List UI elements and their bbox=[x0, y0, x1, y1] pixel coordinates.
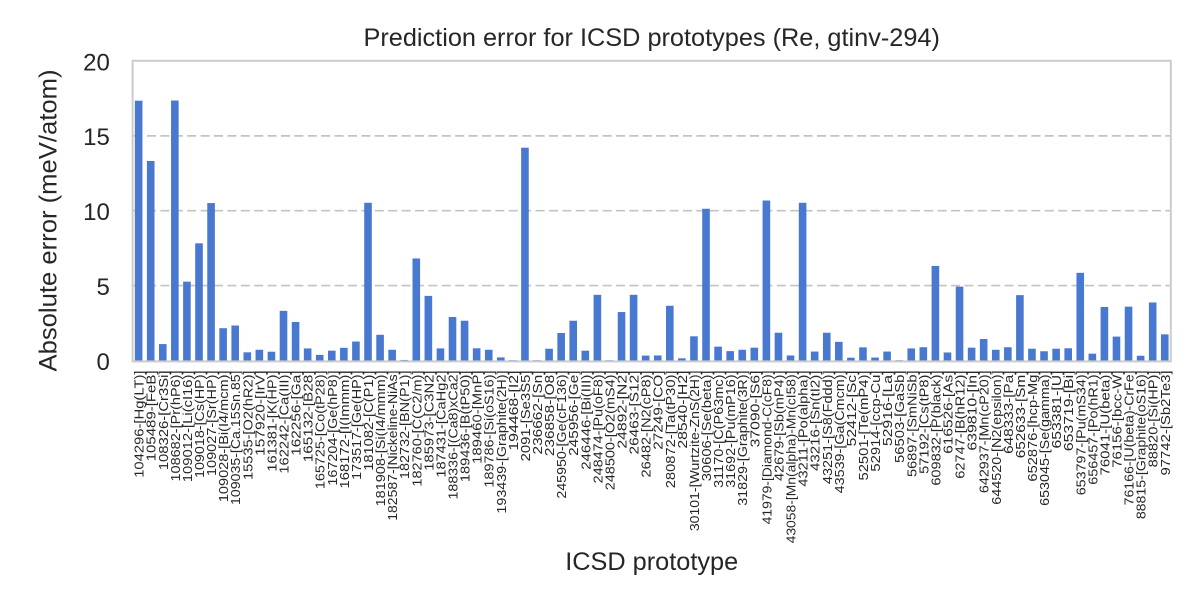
svg-text:616526-[As]: 616526-[As] bbox=[940, 371, 955, 454]
svg-text:104296-[Hg(LT)]: 104296-[Hg(LT)] bbox=[132, 371, 147, 478]
svg-text:109035-[Ca.15Sn.85]: 109035-[Ca.15Sn.85] bbox=[228, 371, 243, 506]
svg-text:31829-[Graphite(3R)]: 31829-[Graphite(3R)] bbox=[735, 371, 750, 506]
svg-text:653381-[U]: 653381-[U] bbox=[1049, 371, 1064, 449]
svg-text:30101-[Wurtzite-ZnS(2H)]: 30101-[Wurtzite-ZnS(2H)] bbox=[687, 371, 702, 532]
svg-text:76166-[U(beta)-CrFe]: 76166-[U(beta)-CrFe] bbox=[1122, 371, 1137, 506]
svg-text:173517-[Ge(HP)]: 173517-[Ge(HP)] bbox=[349, 371, 364, 480]
svg-text:108682-[Pr(hP6)]: 108682-[Pr(hP6)] bbox=[168, 371, 183, 482]
svg-text:41979-[Diamond-C(cF8)]: 41979-[Diamond-C(cF8)] bbox=[759, 371, 774, 525]
svg-text:162256-[Ga]: 162256-[Ga] bbox=[289, 371, 304, 456]
svg-text:42679-[Sb(mP4)]: 42679-[Sb(mP4)] bbox=[771, 371, 786, 482]
svg-text:26482-[N2(cP8)]: 26482-[N2(cP8)] bbox=[639, 371, 654, 478]
svg-text:28540-[H2]: 28540-[H2] bbox=[675, 371, 690, 449]
svg-text:644520-[N2(epsilon)]: 644520-[N2(epsilon)] bbox=[989, 371, 1004, 505]
svg-text:Absolute error (meV/atom): Absolute error (meV/atom) bbox=[35, 70, 63, 372]
svg-text:181082-[C(P1)]: 181082-[C(P1)] bbox=[361, 371, 376, 471]
svg-text:182732-[BN(P1)]: 182732-[BN(P1)] bbox=[397, 371, 412, 480]
svg-text:188336-[(Ca8)xCa2]: 188336-[(Ca8)xCa2] bbox=[446, 371, 461, 500]
svg-text:10: 10 bbox=[83, 199, 110, 226]
svg-text:105489-[FeB]: 105489-[FeB] bbox=[144, 371, 159, 462]
svg-text:185973-[C3N2]: 185973-[C3N2] bbox=[421, 371, 436, 471]
svg-text:189786-[Si(oS16)]: 189786-[Si(oS16)] bbox=[482, 371, 497, 488]
svg-text:52412-[Sc]: 52412-[Sc] bbox=[844, 371, 859, 447]
svg-text:37090-[S6]: 37090-[S6] bbox=[747, 371, 762, 448]
svg-text:Prediction error for ICSD prot: Prediction error for ICSD prototypes (Re… bbox=[363, 24, 939, 52]
svg-text:56503-[GaSb]: 56503-[GaSb] bbox=[892, 371, 907, 464]
svg-text:26463-[S12]: 26463-[S12] bbox=[627, 371, 642, 455]
svg-text:43058-[Mn(alpha)-Mn(cI58)]: 43058-[Mn(alpha)-Mn(cI58)] bbox=[784, 371, 799, 544]
svg-text:52501-[Te(mP4)]: 52501-[Te(mP4)] bbox=[856, 371, 871, 481]
svg-text:168172-[I(Immm)]: 168172-[I(Immm)] bbox=[337, 371, 352, 489]
svg-text:24892-[N2]: 24892-[N2] bbox=[615, 371, 630, 449]
svg-text:189436-[B(tP50)]: 189436-[B(tP50)] bbox=[458, 371, 473, 483]
svg-text:182760-[C(C2/m)]: 182760-[C(C2/m)] bbox=[409, 371, 424, 487]
svg-text:88820-[Si(HP)]: 88820-[Si(HP)] bbox=[1146, 371, 1161, 468]
svg-text:108326-[Cr3Si]: 108326-[Cr3Si] bbox=[156, 371, 171, 471]
svg-text:162242-[Ca(III)]: 162242-[Ca(III)] bbox=[277, 371, 292, 474]
svg-text:43251-[S8(Fddd)]: 43251-[S8(Fddd)] bbox=[820, 371, 835, 485]
svg-text:43216-[Sn(tI2)]: 43216-[Sn(tI2)] bbox=[808, 371, 823, 472]
svg-text:5: 5 bbox=[96, 274, 109, 301]
svg-text:194468-[I2]: 194468-[I2] bbox=[506, 371, 521, 451]
svg-text:76156-[bcc-W]: 76156-[bcc-W] bbox=[1109, 371, 1124, 468]
svg-text:15535-[O2(hR2)]: 15535-[O2(hR2)] bbox=[240, 371, 255, 481]
svg-text:165725-[Co(tP28)]: 165725-[Co(tP28)] bbox=[313, 371, 328, 490]
svg-text:43539-[Ga(Cmcm)]: 43539-[Ga(Cmcm)] bbox=[832, 371, 847, 494]
svg-text:182587-[Nickeline-NiAs]: 182587-[Nickeline-NiAs] bbox=[385, 371, 400, 521]
svg-text:56897-[SmNiSb]: 56897-[SmNiSb] bbox=[904, 371, 919, 478]
svg-text:653719-[Bi]: 653719-[Bi] bbox=[1061, 371, 1076, 452]
svg-text:0: 0 bbox=[96, 349, 109, 376]
svg-text:109027-[Sr(HP)]: 109027-[Sr(HP)] bbox=[204, 371, 219, 477]
svg-text:20: 20 bbox=[83, 49, 110, 76]
svg-text:236858-[O8]: 236858-[O8] bbox=[542, 371, 557, 457]
svg-text:642937-[Mn(cP20)]: 642937-[Mn(cP20)] bbox=[977, 371, 992, 494]
svg-text:245956-[Ge]: 245956-[Ge] bbox=[566, 371, 581, 456]
svg-text:653045-[Se(gamma)]: 653045-[Se(gamma)] bbox=[1037, 371, 1052, 506]
svg-text:109018-[Cs(HP)]: 109018-[Cs(HP)] bbox=[192, 371, 207, 479]
svg-text:656457-[Po(hR1)]: 656457-[Po(hR1)] bbox=[1085, 371, 1100, 485]
svg-text:88815-[Graphite(oS16)]: 88815-[Graphite(oS16)] bbox=[1134, 371, 1149, 520]
svg-text:157920-[IrV]: 157920-[IrV] bbox=[252, 371, 267, 456]
svg-text:248500-[O2(mS4)]: 248500-[O2(mS4)] bbox=[602, 371, 617, 491]
svg-text:52916-[La]: 52916-[La] bbox=[880, 371, 895, 447]
svg-text:652633-[Sm]: 652633-[Sm] bbox=[1013, 371, 1028, 459]
svg-text:109028-[Bi(I4/mcm)]: 109028-[Bi(I4/mcm)] bbox=[216, 371, 231, 503]
svg-text:15: 15 bbox=[83, 124, 110, 151]
svg-text:30606-[Se(beta)]: 30606-[Se(beta)] bbox=[699, 371, 714, 482]
svg-text:62747-[B(hR12)]: 62747-[B(hR12)] bbox=[953, 371, 968, 479]
svg-text:245950-[Ge(cF136)]: 245950-[Ge(cF136)] bbox=[554, 371, 569, 499]
svg-text:193439-[Graphite(2H)]: 193439-[Graphite(2H)] bbox=[494, 371, 509, 514]
svg-text:43211-[Po(alpha)]: 43211-[Po(alpha)] bbox=[796, 371, 811, 487]
svg-text:97742-[Sb2Te3]: 97742-[Sb2Te3] bbox=[1158, 371, 1173, 476]
svg-text:165132-[B28]: 165132-[B28] bbox=[301, 371, 316, 463]
svg-text:167204-[Ge(hP8)]: 167204-[Ge(hP8)] bbox=[325, 371, 340, 486]
svg-text:639810-[In]: 639810-[In] bbox=[965, 371, 980, 451]
svg-text:189460-[MnP]: 189460-[MnP] bbox=[470, 371, 485, 464]
svg-text:648333-[Pa]: 648333-[Pa] bbox=[1001, 371, 1016, 454]
svg-text:ICSD prototype: ICSD prototype bbox=[565, 548, 738, 576]
svg-text:57192-[Cs(tP8)]: 57192-[Cs(tP8)] bbox=[916, 371, 931, 474]
svg-text:248474-[Pu(oF8)]: 248474-[Pu(oF8)] bbox=[590, 371, 605, 484]
svg-text:109012-[Li(cI16)]: 109012-[Li(cI16)] bbox=[180, 371, 195, 483]
svg-text:27249-[CO]: 27249-[CO] bbox=[651, 371, 666, 450]
svg-text:246446-[Bi(III)]: 246446-[Bi(III)] bbox=[578, 371, 593, 470]
svg-text:161381-[K(HP)]: 161381-[K(HP)] bbox=[264, 371, 279, 472]
svg-text:76041-[U(beta)]: 76041-[U(beta)] bbox=[1097, 371, 1112, 476]
svg-text:2091-[Se3S5]: 2091-[Se3S5] bbox=[518, 371, 533, 462]
svg-text:52914-[ccp-Cu]: 52914-[ccp-Cu] bbox=[868, 371, 883, 472]
svg-text:280872-[Ta(tP30)]: 280872-[Ta(tP30)] bbox=[663, 371, 678, 489]
svg-text:236662-[Sn]: 236662-[Sn] bbox=[530, 371, 545, 455]
svg-text:652876-[hcp-Mg]: 652876-[hcp-Mg] bbox=[1025, 371, 1040, 482]
svg-text:609832-[P(black)]: 609832-[P(black)] bbox=[928, 371, 943, 486]
svg-text:187431-[CaHg2]: 187431-[CaHg2] bbox=[433, 371, 448, 478]
svg-text:181908-[Si(I4/mmm)]: 181908-[Si(I4/mmm)] bbox=[373, 371, 388, 507]
svg-text:31170-[C(P63mc)]: 31170-[C(P63mc)] bbox=[711, 371, 726, 488]
svg-text:31692-[Pu(mP16)]: 31692-[Pu(mP16)] bbox=[723, 371, 738, 488]
svg-text:653797-[Pu(mS34)]: 653797-[Pu(mS34)] bbox=[1073, 371, 1088, 496]
